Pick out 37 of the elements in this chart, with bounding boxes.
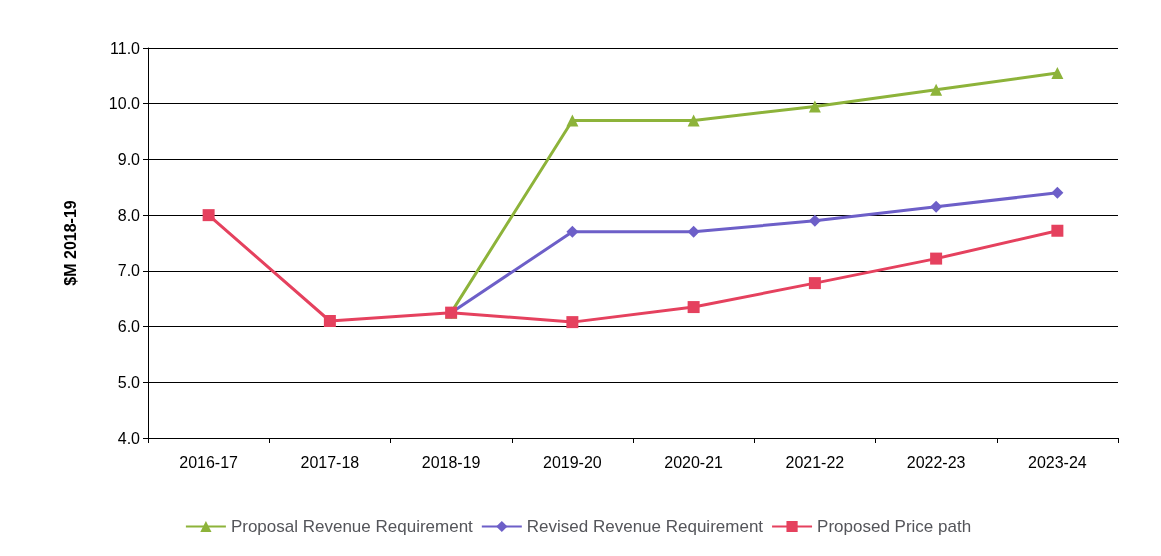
point bbox=[1051, 67, 1064, 80]
y-tick-label: 8.0 bbox=[117, 206, 141, 224]
point bbox=[202, 209, 215, 222]
point bbox=[930, 252, 943, 265]
point bbox=[930, 83, 943, 96]
legend-label: Proposed Price path bbox=[817, 517, 972, 536]
y-tick-label: 6.0 bbox=[117, 318, 141, 336]
x-tick-label: 2020-21 bbox=[664, 453, 724, 471]
y-axis-title: $M 2018-19 bbox=[61, 200, 79, 286]
y-tick-label: 5.0 bbox=[117, 373, 141, 391]
x-tick-label: 2019-20 bbox=[543, 453, 602, 471]
point bbox=[1051, 224, 1064, 237]
y-tick-label: 11.0 bbox=[110, 39, 141, 57]
point bbox=[566, 316, 579, 329]
point bbox=[566, 114, 579, 127]
legend-label: Revised Revenue Requirement bbox=[526, 517, 764, 536]
point bbox=[808, 277, 821, 290]
y-tick-label: 9.0 bbox=[117, 150, 141, 168]
point bbox=[687, 114, 700, 127]
point bbox=[687, 225, 700, 238]
y-tick-label: 4.0 bbox=[117, 429, 141, 447]
x-tick-label: 2017-18 bbox=[300, 453, 360, 471]
point bbox=[808, 100, 821, 113]
x-tick-label: 2016-17 bbox=[179, 453, 239, 471]
x-tick-label: 2018-19 bbox=[421, 453, 481, 471]
x-tick-label: 2021-22 bbox=[785, 453, 845, 471]
point bbox=[687, 301, 700, 314]
x-tick-label: 2023-24 bbox=[1028, 453, 1087, 471]
point bbox=[566, 225, 579, 238]
point bbox=[930, 200, 943, 213]
x-tick-label: 2022-23 bbox=[906, 453, 966, 471]
legend-label: Proposal Revenue Requirement bbox=[230, 517, 474, 536]
point bbox=[808, 214, 821, 227]
point bbox=[323, 315, 336, 327]
y-tick-label: 10.0 bbox=[108, 95, 141, 113]
y-tick-label: 7.0 bbox=[117, 262, 141, 280]
point bbox=[1051, 186, 1064, 199]
